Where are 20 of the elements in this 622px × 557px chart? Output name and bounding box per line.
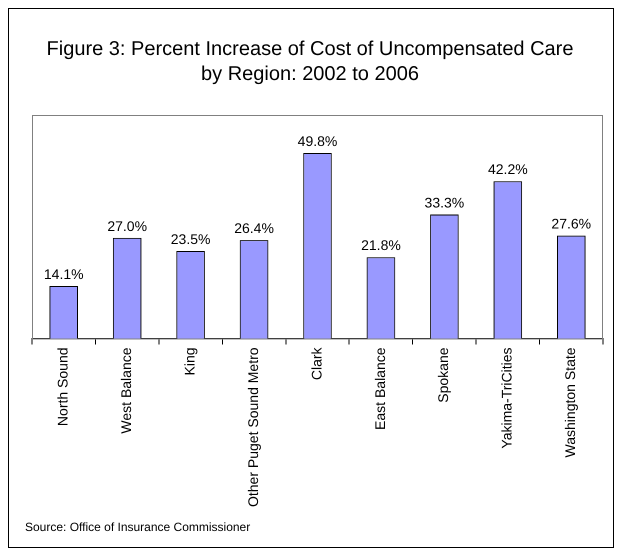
data-label: 27.0% <box>107 218 148 234</box>
data-label: 23.5% <box>170 230 210 247</box>
data-label: 42.2% <box>488 161 528 178</box>
x-tick-label: Yakima-TriCities <box>498 347 515 449</box>
data-label: 21.8% <box>361 237 401 254</box>
data-label: 14.1% <box>44 266 84 282</box>
x-tick-label: Washington State <box>562 347 578 458</box>
x-tick-label: East Balance <box>372 347 388 430</box>
x-tick-label: Other Puget Sound Metro <box>244 347 261 508</box>
source-note: Source: Office of Insurance Commissioner <box>25 520 250 534</box>
data-label: 49.8% <box>298 132 338 149</box>
data-label: 26.4% <box>234 220 274 236</box>
x-tick-label: King <box>181 347 198 376</box>
data-label: 27.6% <box>551 216 592 232</box>
x-tick-label: Clark <box>308 346 324 380</box>
x-tick-label: Spokane <box>435 347 452 403</box>
x-tick-label: West Balance <box>118 347 134 434</box>
data-label: 33.3% <box>424 194 464 210</box>
chart-title: Figure 3: Percent Increase of Cost of Uncompensated Care by Region: 2002 to 2006 <box>46 37 574 87</box>
x-tick-label: North Sound <box>54 347 71 426</box>
